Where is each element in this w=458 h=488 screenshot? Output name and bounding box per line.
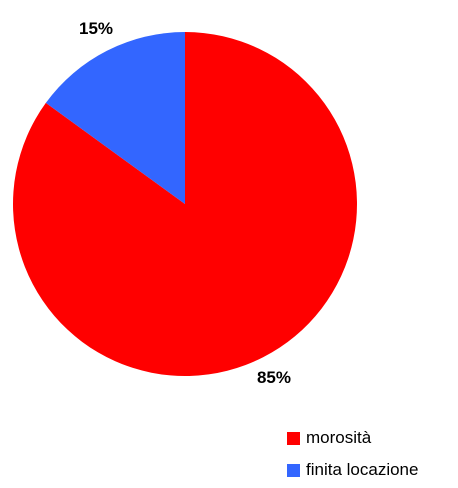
data-label-morosita: 85% [257,368,291,387]
legend-item-finita-locazione: finita locazione [287,460,418,480]
pie-data-labels: 85% 15% [79,19,291,387]
legend-swatch-morosita [287,431,300,445]
data-label-finita-locazione: 15% [79,19,113,38]
legend-label-morosita: morosità [306,428,372,447]
pie-slice-finita-locazione [45,32,185,204]
pie-slice-morosita [12,32,357,376]
legend-swatch-finita-locazione [287,463,300,477]
legend-label-finita-locazione: finita locazione [306,460,419,479]
legend-item-morosita: morosità [287,428,418,448]
legend: morosità finita locazione [287,428,418,488]
pie-slices [12,32,357,376]
